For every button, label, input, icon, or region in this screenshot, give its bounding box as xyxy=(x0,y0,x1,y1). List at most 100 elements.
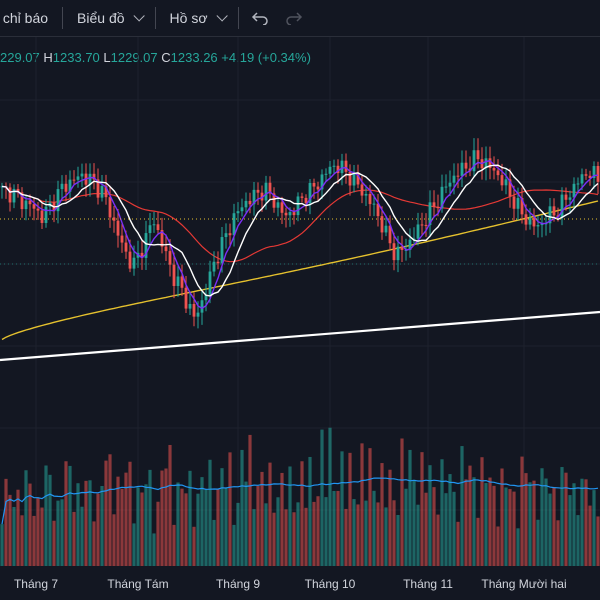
candle xyxy=(72,170,76,185)
volume-bar xyxy=(424,492,428,566)
candle xyxy=(484,146,488,181)
candle xyxy=(144,220,148,271)
candle xyxy=(228,223,232,248)
volume-bar xyxy=(88,480,92,566)
volume-bar xyxy=(36,497,40,566)
volume-bar xyxy=(76,483,80,566)
candle xyxy=(92,163,96,190)
candle xyxy=(280,196,284,224)
volume-bar xyxy=(532,480,536,566)
candle xyxy=(424,213,428,237)
volume-bar xyxy=(276,497,280,566)
redo-button[interactable] xyxy=(277,0,311,36)
trendline[interactable] xyxy=(0,310,600,362)
volume-bar xyxy=(4,478,8,566)
volume-bar xyxy=(548,493,552,566)
candle xyxy=(428,190,432,238)
volume-bar xyxy=(420,452,424,566)
volume-bar xyxy=(544,478,548,566)
candle xyxy=(84,163,88,197)
candle xyxy=(312,178,316,199)
candle xyxy=(40,203,44,230)
volume-bar xyxy=(480,457,484,566)
volume-bar xyxy=(292,512,296,566)
volume-bar xyxy=(228,452,232,566)
volume-bar xyxy=(68,465,72,566)
volume-bar xyxy=(352,499,356,566)
candle xyxy=(472,138,476,178)
volume-bar xyxy=(260,471,264,566)
candle xyxy=(384,215,388,237)
volume-bar xyxy=(476,517,480,566)
candle xyxy=(536,215,540,238)
candle xyxy=(408,228,412,258)
candle xyxy=(492,156,496,180)
volume-bar xyxy=(148,469,152,566)
candle xyxy=(100,175,104,202)
low-label: L xyxy=(103,50,111,65)
indicators-menu[interactable]: c chỉ báo xyxy=(0,0,58,36)
volume-bar xyxy=(580,478,584,566)
ma-purple-line xyxy=(1,160,599,310)
candle xyxy=(140,240,144,270)
volume-bar xyxy=(196,493,200,566)
volume-bar xyxy=(408,449,412,566)
volume-bar xyxy=(372,490,376,566)
candle xyxy=(172,252,176,299)
toolbar-divider xyxy=(154,7,156,29)
volume-bar xyxy=(360,443,364,566)
candle xyxy=(176,264,180,297)
candle xyxy=(388,215,392,251)
volume-bar xyxy=(452,491,456,566)
volume-ma-line xyxy=(1,477,599,525)
candle xyxy=(272,187,276,213)
candle xyxy=(64,174,68,202)
candle xyxy=(204,283,208,312)
candle xyxy=(60,175,64,201)
candle xyxy=(360,176,364,204)
volume-bar xyxy=(180,488,184,566)
volume-bar xyxy=(576,515,580,566)
candle xyxy=(240,198,244,217)
indicators-label: c chỉ báo xyxy=(0,10,49,26)
candle xyxy=(596,161,600,194)
close-value: 1233.26 xyxy=(170,50,218,65)
candle xyxy=(572,177,576,210)
profile-menu-label: Hồ sơ xyxy=(169,10,208,26)
candle xyxy=(568,190,572,212)
volume-bar xyxy=(168,444,172,566)
volume-bar xyxy=(592,490,596,566)
undo-icon xyxy=(251,12,268,25)
candle xyxy=(12,184,16,209)
volume-bar xyxy=(432,487,436,566)
volume-bar xyxy=(132,523,136,566)
volume-bar xyxy=(364,500,368,566)
low-value: 1229.07 xyxy=(110,50,158,65)
chart-menu[interactable]: Biểu đồ xyxy=(67,0,150,36)
volume-bar xyxy=(384,507,388,566)
volume-bar xyxy=(268,462,272,566)
volume-bar xyxy=(144,484,148,566)
candle xyxy=(180,264,184,296)
volume-bar xyxy=(28,483,32,566)
candle xyxy=(212,251,216,277)
price-chart[interactable]: Tháng 7 Tháng Tám Tháng 9 Tháng 10 Tháng 11 T… xyxy=(0,37,600,600)
candle xyxy=(352,164,356,193)
candle xyxy=(340,153,344,186)
volume-bar xyxy=(504,487,508,566)
undo-button[interactable] xyxy=(243,0,277,36)
x-axis-label: Tháng 9 xyxy=(216,577,260,591)
candle xyxy=(376,194,380,227)
redo-icon xyxy=(285,12,302,25)
volume-bar xyxy=(340,451,344,566)
volume-bar xyxy=(436,514,440,566)
volume-bar xyxy=(300,461,304,566)
candle xyxy=(76,166,80,188)
volume-bar xyxy=(216,488,220,566)
volume-bar xyxy=(120,488,124,566)
candle xyxy=(508,168,512,208)
candle xyxy=(580,168,584,191)
candle xyxy=(216,251,220,270)
profile-menu[interactable]: Hồ sơ xyxy=(160,0,234,36)
high-value: 1233.70 xyxy=(52,50,100,65)
